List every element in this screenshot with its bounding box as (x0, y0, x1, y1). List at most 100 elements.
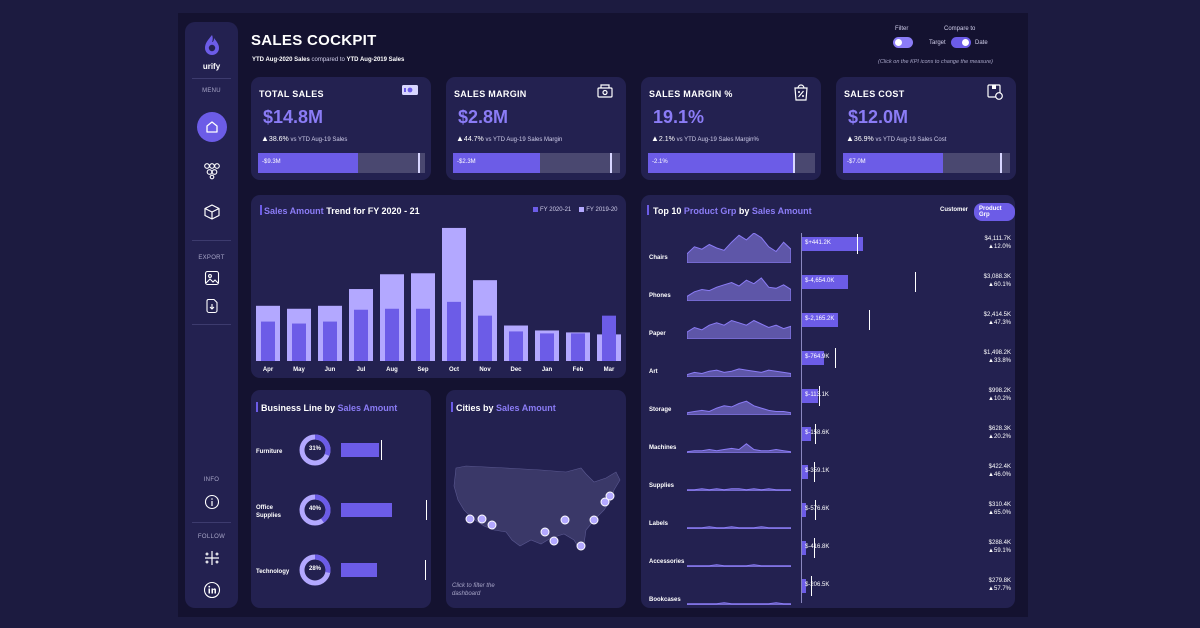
product-group-row[interactable]: Bookcases $-206.5K $279.8K ▲57.7% (641, 575, 1015, 613)
product-group-row[interactable]: Art $-764.9K $1,498.2K ▲33.8% (641, 347, 1015, 385)
product-group-pct: ▲20.2% (988, 434, 1011, 440)
kpi-title: SALES MARGIN (454, 89, 527, 99)
bar-fy2020-21-aug[interactable] (385, 308, 399, 361)
product-group-value: $422.4K ▲46.0% (988, 463, 1011, 479)
bar-fy2020-21-feb[interactable] (571, 333, 585, 361)
bar-fy2020-21-jan[interactable] (540, 333, 554, 361)
product-group-row[interactable]: Chairs $+441.2K $4,111.7K ▲12.0% (641, 233, 1015, 271)
business-line-card: Business Line by Sales Amount Furniture 3… (251, 390, 431, 608)
kpi-delta: ▲36.9% vs YTD Aug-19 Sales Cost (846, 134, 946, 143)
home-button[interactable] (197, 112, 227, 142)
product-group-name: Accessories (649, 559, 685, 565)
share-percent: 40% (308, 506, 321, 512)
product-group-row[interactable]: Paper $-2,165.2K $2,414.5K ▲47.3% (641, 309, 1015, 347)
product-sparkline (687, 319, 791, 339)
linkedin-button[interactable] (200, 578, 224, 602)
product-group-amount: $310.4K (988, 502, 1011, 508)
info-label: INFO (203, 477, 220, 483)
box-button[interactable] (200, 200, 224, 224)
tab-product-grp[interactable]: Product Grp (974, 203, 1015, 221)
bar-fy2020-21-mar[interactable] (602, 315, 616, 361)
kpi-delta-value: 2.1% (658, 136, 675, 143)
kpi-delta-value: 36.9% (853, 136, 874, 143)
business-line-row[interactable]: Office Supplies 40% (251, 490, 427, 530)
bar-fy2020-21-apr[interactable] (261, 321, 275, 361)
product-group-row[interactable]: Phones $-4,654.0K $3,088.3K ▲60.1% (641, 271, 1015, 309)
share-percent: 28% (308, 566, 321, 572)
product-group-row[interactable]: Labels $-576.6K $310.4K ▲65.0% (641, 499, 1015, 537)
business-line-label: Furniture (256, 449, 283, 455)
product-group-value: $310.4K ▲65.0% (988, 501, 1011, 517)
kpi-title: TOTAL SALES (259, 89, 324, 99)
us-map-shape (453, 465, 621, 551)
kpi-delta-arrow: ▲ (651, 134, 659, 143)
business-line-target (425, 560, 426, 580)
cities-title-a: Cities by (456, 403, 494, 413)
box-cost-icon[interactable] (986, 83, 1004, 106)
product-group-pct: ▲47.3% (988, 320, 1011, 326)
bar-fy2020-21-jun[interactable] (323, 321, 337, 361)
export-pdf-button[interactable] (200, 294, 224, 318)
product-group-bar: $-576.6K (802, 503, 829, 517)
product-group-value: $4,111.7K ▲12.0% (985, 235, 1011, 251)
tableau-button[interactable] (200, 546, 224, 570)
product-group-title-b: by (738, 206, 750, 216)
product-group-row[interactable]: Supplies $-359.1K $422.4K ▲46.0% (641, 461, 1015, 499)
brand-name: urify (202, 62, 221, 71)
city-markers[interactable] (465, 491, 615, 551)
product-sparkline (687, 233, 791, 263)
bar-fy2020-21-dec[interactable] (509, 331, 523, 361)
compare-toggle[interactable] (951, 37, 971, 48)
kpi-title: SALES MARGIN % (649, 89, 733, 99)
kpi-title: SALES COST (844, 89, 905, 99)
us-map[interactable] (446, 460, 626, 580)
x-tick-label: Jul (357, 367, 366, 373)
product-group-row[interactable]: Machines $-158.6K $628.3K ▲20.2% (641, 423, 1015, 461)
product-group-row[interactable]: Storage $-113.1K $998.2K ▲10.2% (641, 385, 1015, 423)
product-group-pct-value: 65.0% (993, 510, 1011, 516)
product-group-bar: $-113.1K (802, 389, 829, 403)
product-group-value: $3,088.3K ▲60.1% (984, 273, 1011, 289)
x-tick-label: May (293, 367, 305, 373)
kpi-card[interactable]: SALES MARGIN $2.8M ▲44.7% vs YTD Aug-19 Sa… (446, 77, 626, 180)
kpi-bar-label: -$2.3M (457, 159, 476, 165)
legend-previous: FY 2019-20 (579, 207, 618, 213)
kpi-bar: -$9.3M (258, 153, 425, 173)
business-line-target (425, 500, 427, 520)
product-group-amount: $628.3K (988, 426, 1011, 432)
bar-fy2020-21-jul[interactable] (354, 309, 368, 361)
export-image-button[interactable] (200, 266, 224, 290)
shopping-bag-percent-icon[interactable] (793, 83, 809, 106)
bar-fy2020-21-sep[interactable] (416, 308, 430, 361)
tableau-icon (205, 551, 219, 565)
network-button[interactable] (200, 158, 224, 182)
product-group-bar: $-416.8K (802, 541, 829, 555)
product-group-title-a: Top 10 (653, 206, 682, 216)
trend-chart: Apr May Jun Jul Aug Sep Oct Nov Dec Jan Feb Mar (256, 227, 621, 373)
product-group-name: Bookcases (649, 597, 681, 603)
kpi-delta: ▲2.1% vs YTD Aug-19 Sales Margin% (651, 134, 759, 143)
product-group-row[interactable]: Accessories $-416.8K $288.4K ▲59.1% (641, 537, 1015, 575)
info-button[interactable] (200, 490, 224, 514)
filter-toggle[interactable] (893, 37, 913, 48)
product-group-pct: ▲60.1% (988, 282, 1011, 288)
kpi-value: $12.0M (848, 107, 909, 127)
bar-fy2020-21-nov[interactable] (478, 315, 492, 361)
bar-fy2020-21-may[interactable] (292, 323, 306, 361)
bar-fy2020-21-oct[interactable] (447, 301, 461, 361)
product-group-pct-value: 10.2% (993, 396, 1011, 402)
kpi-card[interactable]: SALES MARGIN % 19.1% ▲2.1% vs YTD Aug-19 S… (641, 77, 821, 180)
product-group-bar-label: $-206.5K (805, 582, 830, 588)
tab-customer[interactable]: Customer (940, 207, 969, 213)
money-icon[interactable] (596, 83, 614, 104)
product-group-pct-value: 59.1% (993, 548, 1011, 554)
kpi-card[interactable]: TOTAL SALES $14.8M ▲38.6% vs YTD Aug-19 Sa… (251, 77, 431, 180)
x-tick-label: Sep (417, 367, 428, 373)
cash-icon[interactable] (401, 83, 419, 102)
kpi-value: 19.1% (653, 107, 705, 127)
business-line-row[interactable]: Technology 28% (251, 550, 426, 590)
kpi-bar-target (999, 153, 1002, 173)
kpi-card[interactable]: SALES COST $12.0M ▲36.9% vs YTD Aug-19 Sal… (836, 77, 1016, 180)
product-group-target (813, 462, 815, 482)
business-line-row[interactable]: Furniture 31% (251, 430, 426, 470)
